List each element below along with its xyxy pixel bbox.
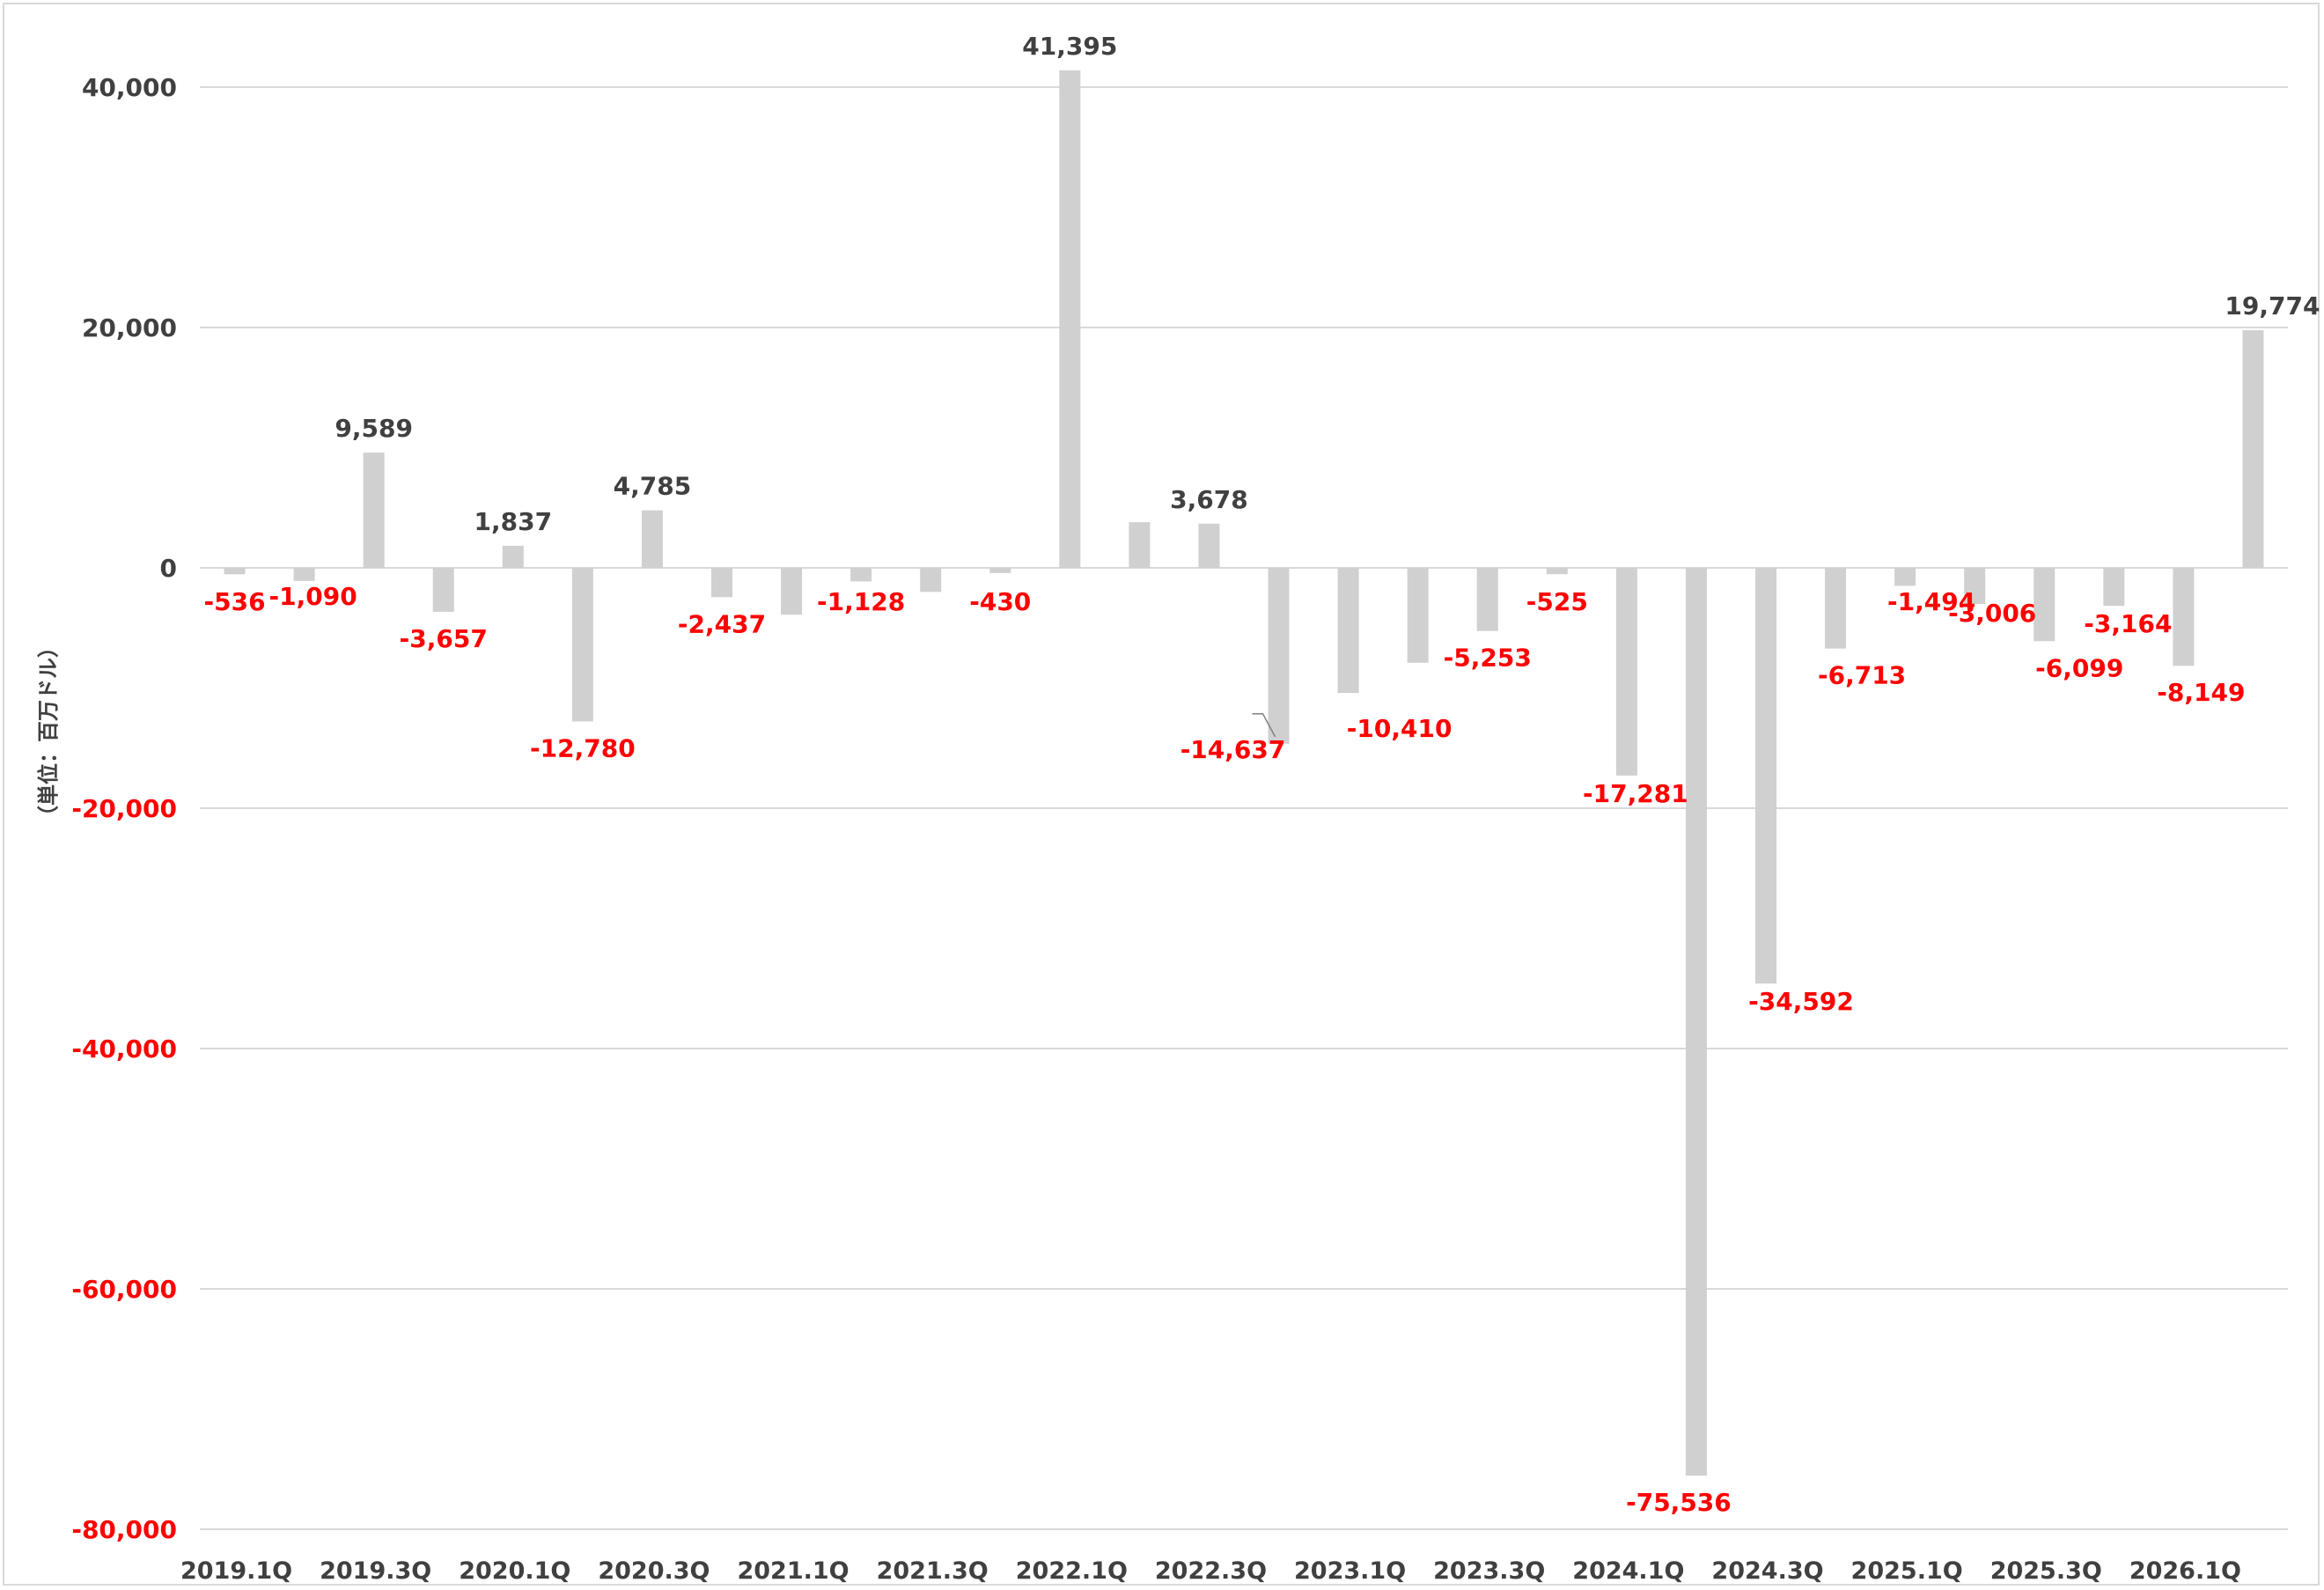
x-tick-label: 2022.3Q [1155,1557,1267,1585]
y-tick-label: -40,000 [71,1034,177,1064]
x-tick-label: 2023.3Q [1433,1557,1545,1585]
y-axis-ticks: -80,000 -60,000 -40,000 -20,000 0 20,000 40,00… [71,73,177,1544]
bar-2020.2Q [571,568,593,722]
bar-2024.4Q [1825,568,1847,649]
data-label-2020.2Q: -12,780 [530,733,636,762]
data-label-2025.1Q: -1,494 [1887,587,1975,616]
bar-2024.1Q [1615,568,1637,776]
bar-2019.4Q [432,568,454,612]
y-tick-label: -80,000 [71,1515,177,1544]
bar-2023.4Q [1546,568,1568,575]
y-tick-label: -60,000 [71,1275,177,1304]
data-label-2024.4Q: -6,713 [1818,661,1906,690]
x-tick-label: 2020.3Q [598,1557,710,1585]
x-tick-label: 2025.1Q [1851,1557,1963,1585]
y-tick-label: 20,000 [82,313,177,342]
x-tick-label: 2020.1Q [459,1557,570,1585]
bar-2026.1Q [2173,568,2195,666]
data-label-2022.4Q: -14,637 [1180,735,1286,764]
x-tick-label: 2024.1Q [1572,1557,1684,1585]
data-label-2019.1Q: -536 [203,587,265,616]
data-label-2019.2Q: -1,090 [269,582,357,611]
data-labels: -536 -1,090 9,589 -3,657 1,837 -12,780 4,785 -2… [203,32,2320,1517]
gridlines [200,86,2288,1530]
x-tick-label: 2019.1Q [180,1557,292,1585]
x-tick-label: 2021.1Q [737,1557,849,1585]
x-tick-label: 2023.1Q [1294,1557,1406,1585]
bar-2024.2Q [1685,568,1707,1476]
data-label-2022.3Q: 3,678 [1170,485,1248,514]
bar-2026.2Q [2242,330,2264,568]
x-tick-label: 2019.3Q [320,1557,431,1585]
data-label-2024.3Q: -34,592 [1748,987,1854,1016]
y-tick-label: 40,000 [82,73,177,102]
bar-2022.2Q [1129,522,1151,568]
chart-frame: -80,000 -60,000 -40,000 -20,000 0 20,000 40,00… [3,3,2320,1586]
data-label-2026.1Q: -8,149 [2157,678,2245,707]
data-label-2024.1Q: -17,281 [1583,779,1688,808]
x-tick-label: 2025.3Q [1990,1557,2102,1585]
bar-2025.3Q [2034,568,2056,642]
bar-2020.4Q [711,568,732,598]
bar-2021.4Q [989,568,1011,573]
data-label-2022.1Q: 41,395 [1022,32,1117,61]
x-tick-label: 2026.1Q [2129,1557,2241,1585]
bar-chart: -80,000 -60,000 -40,000 -20,000 0 20,000 40,00… [36,32,2320,1585]
bar-2021.3Q [920,568,942,593]
y-tick-label: 0 [160,554,177,583]
data-label-2026.2Q: 19,774 [2225,291,2320,320]
data-label-2023.3Q: -5,253 [1444,644,1532,673]
bars [224,70,2264,1476]
data-label-2020.4Q: -2,437 [678,609,766,638]
bar-2025.2Q [1964,568,1986,605]
data-label-2021.4Q: -430 [969,587,1031,616]
bar-2022.3Q [1198,523,1220,568]
bar-2019.3Q [363,453,385,568]
bar-2024.3Q [1755,568,1776,984]
bar-2025.4Q [2103,568,2125,607]
bar-2023.1Q [1337,568,1359,694]
leader-line [1252,713,1276,738]
bar-2022.1Q [1059,70,1081,568]
bar-2025.1Q [1894,568,1916,586]
y-axis-label: （単位：百万ドル） [36,637,61,827]
bar-2019.2Q [293,568,315,581]
data-label-2020.3Q: 4,785 [614,472,692,501]
bar-2020.3Q [641,510,663,568]
data-label-2025.4Q: -3,164 [2084,609,2172,638]
data-label-2023.1Q: -10,410 [1347,714,1452,743]
data-label-2019.3Q: 9,589 [335,414,413,443]
data-label-2025.3Q: -6,099 [2035,653,2123,682]
data-label-2023.4Q: -525 [1526,587,1588,616]
data-label-2020.1Q: 1,837 [474,507,553,536]
bar-2021.2Q [850,568,872,582]
x-tick-label: 2024.3Q [1711,1557,1823,1585]
x-tick-label: 2022.1Q [1016,1557,1128,1585]
bar-2019.1Q [224,568,246,575]
y-tick-label: -20,000 [71,794,177,823]
bar-2020.1Q [502,545,524,568]
data-label-2019.4Q: -3,657 [400,624,488,653]
bar-2023.2Q [1407,568,1429,663]
data-label-2024.2Q: -75,536 [1626,1488,1732,1517]
bar-2023.3Q [1476,568,1498,631]
data-label-2025.2Q: -3,006 [1948,599,2036,628]
bar-2022.4Q [1268,568,1290,744]
x-axis-ticks: 2019.1Q 2019.3Q 2020.1Q 2020.3Q 2021.1Q 2021.… [180,1557,2241,1585]
bar-2021.1Q [781,568,803,615]
data-label-2021.2Q: -1,128 [817,587,905,616]
x-tick-label: 2021.3Q [877,1557,989,1585]
